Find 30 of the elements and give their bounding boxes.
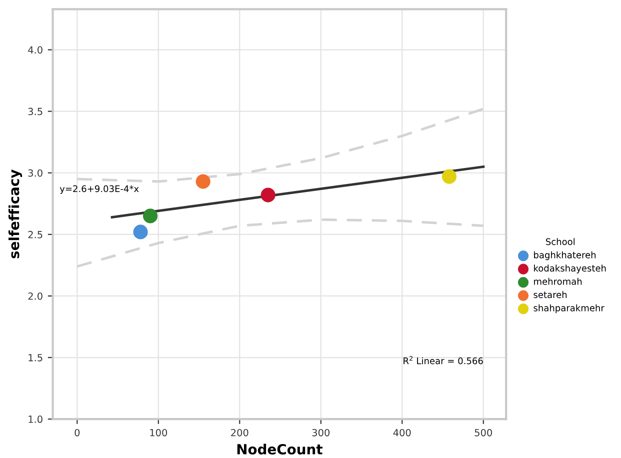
point — [260, 188, 276, 202]
y-tick-label: 1.0 — [28, 416, 42, 423]
legend-label: setareh — [534, 291, 567, 298]
legend-label: kodakshayesteh — [534, 264, 606, 274]
y-axis-title: selfefficacy — [8, 170, 22, 258]
x-tick-label: 500 — [474, 428, 492, 436]
legend-label: mehromah — [534, 278, 582, 285]
x-tick-label: 0 — [74, 428, 80, 436]
x-tick-label: 400 — [393, 428, 411, 436]
y-tick-label: 2.0 — [28, 292, 42, 300]
y-tick-label: 3.0 — [28, 169, 42, 177]
x-tick-label: 300 — [312, 428, 330, 436]
y-tick-label: 2.5 — [28, 230, 42, 238]
line-series — [76, 218, 485, 268]
annotation: R$^{2}$ Linear = 0.566 — [404, 356, 483, 364]
point — [442, 169, 457, 184]
y-tick-label: 1.5 — [28, 354, 42, 362]
y-tick-label: 3.5 — [28, 108, 42, 116]
annotation: y=2.6+9.03E-4*x — [60, 185, 139, 194]
legend-title: School — [546, 238, 575, 246]
point — [133, 224, 148, 240]
x-tick-label: 100 — [150, 428, 168, 436]
line-series — [76, 108, 485, 183]
legend-label: shahparakmehr — [534, 304, 604, 314]
y-tick-label: 4.0 — [28, 46, 42, 54]
x-axis-title: NodeCount — [237, 444, 322, 455]
point — [196, 174, 210, 189]
x-tick-label: 200 — [231, 428, 248, 436]
point — [142, 208, 158, 224]
legend-label: baghkhatereh — [534, 251, 596, 260]
